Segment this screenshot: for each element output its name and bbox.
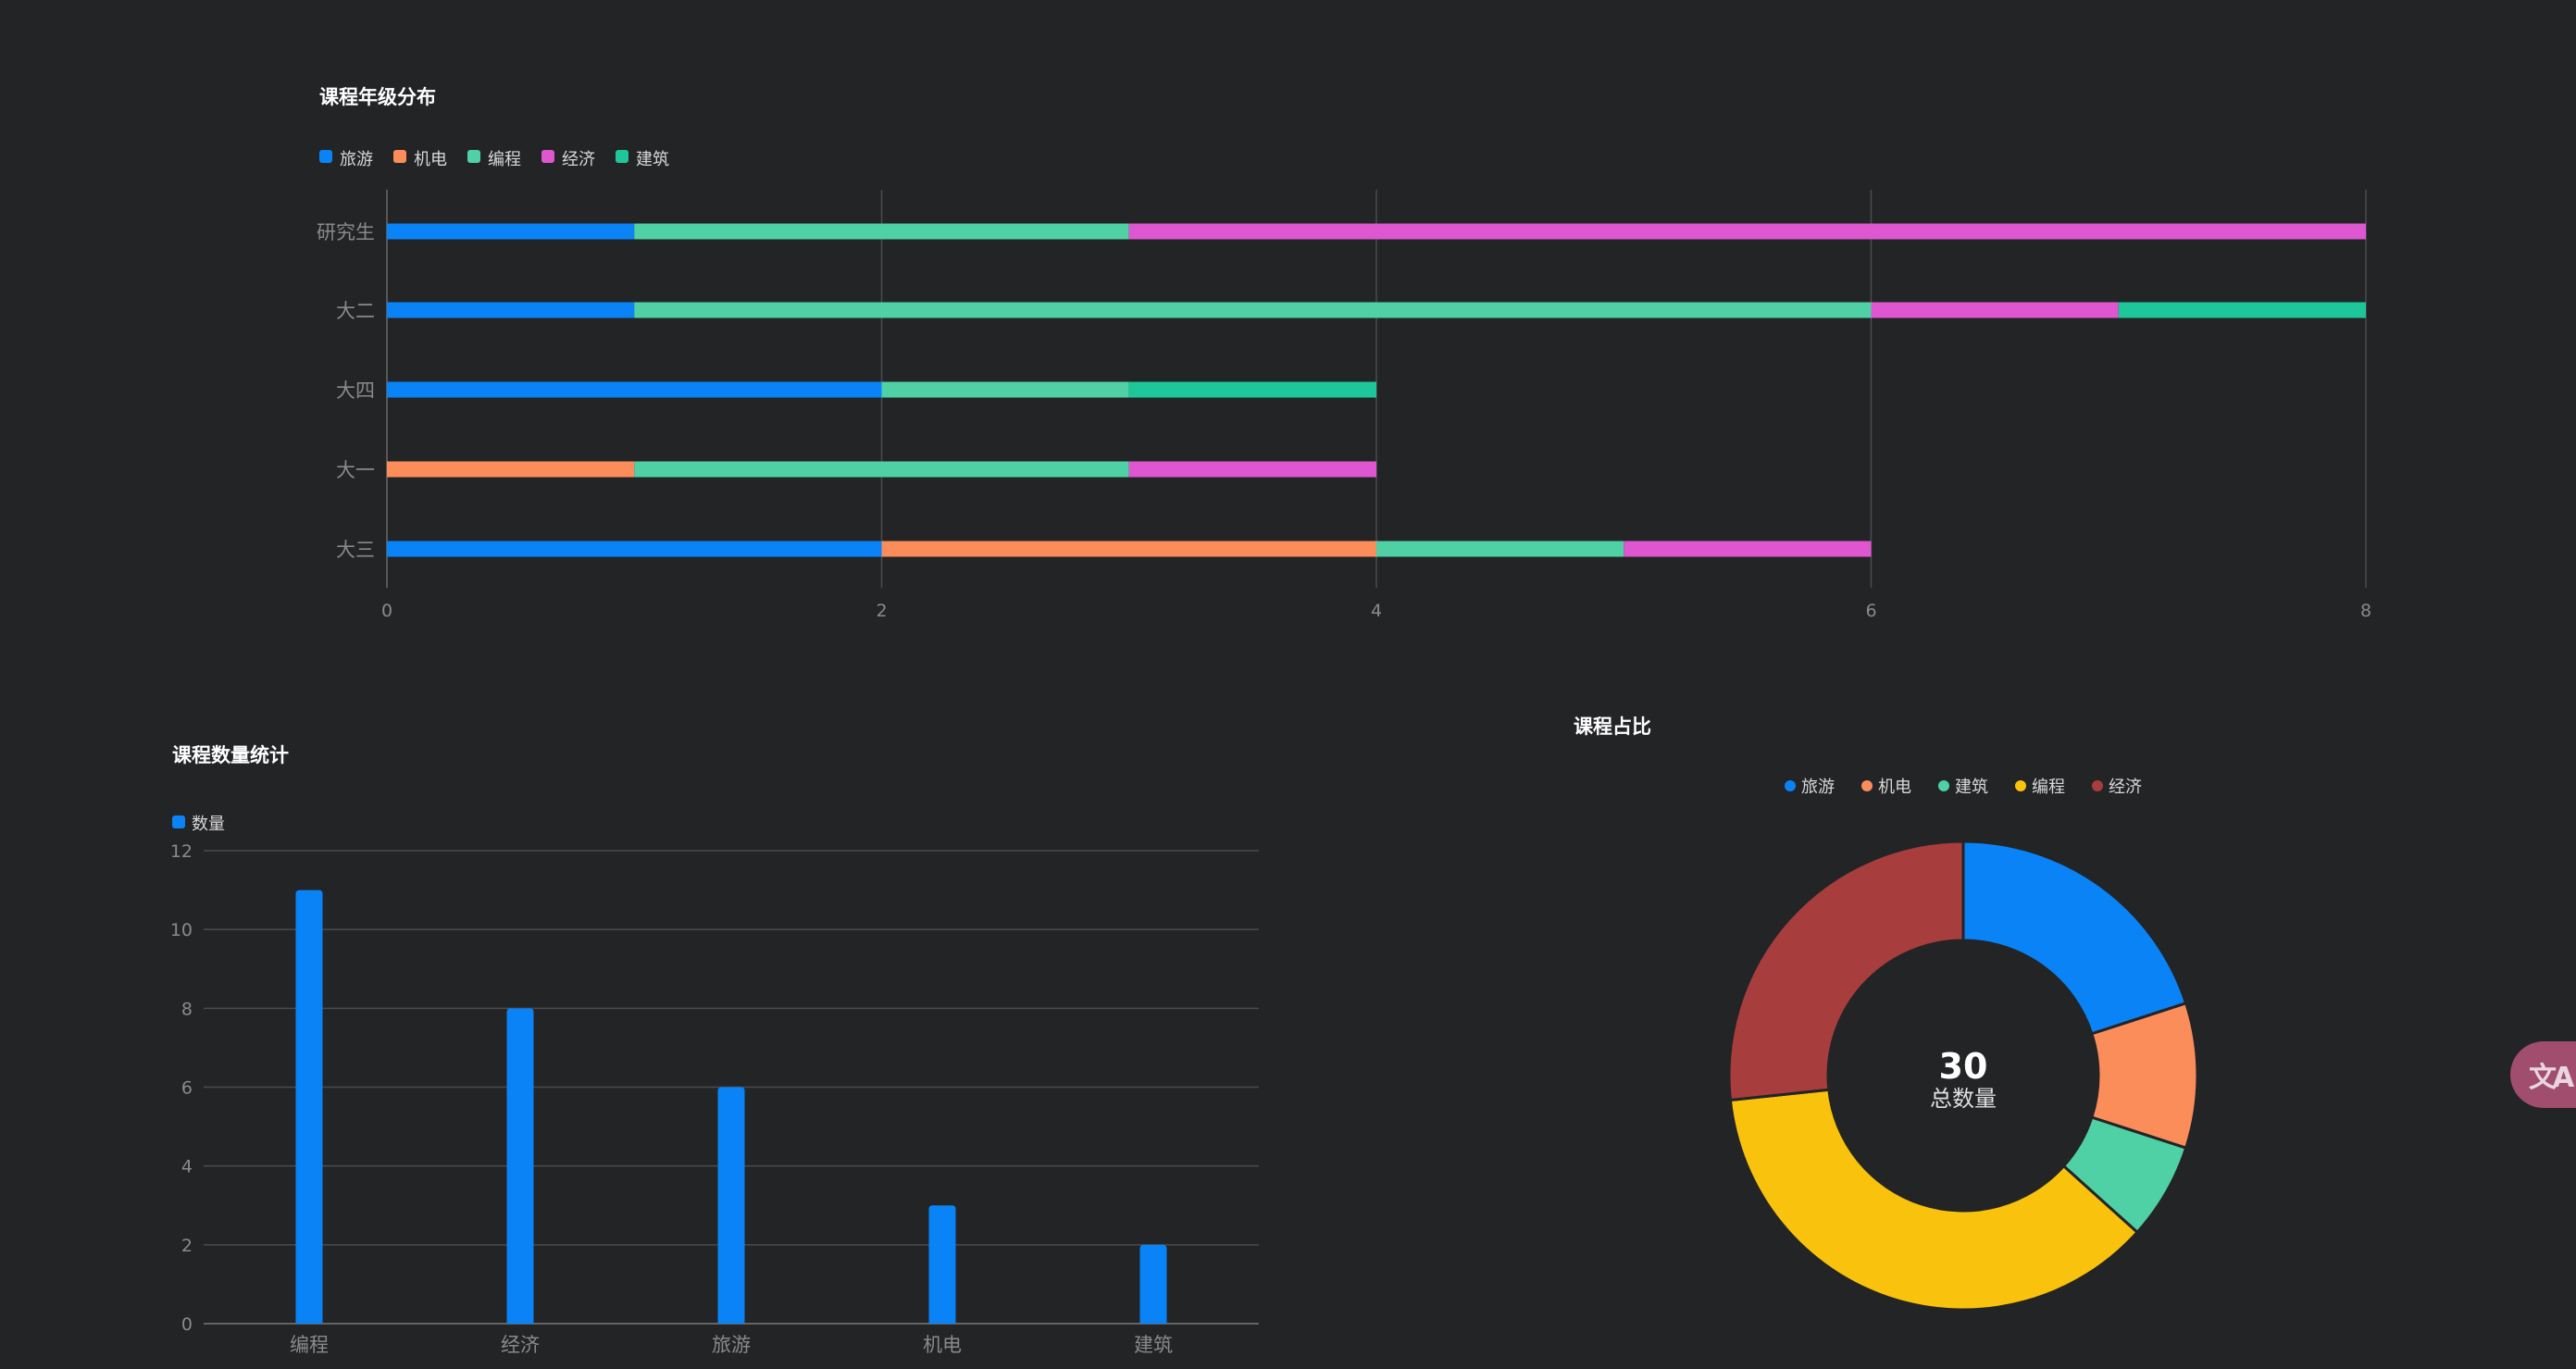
bar-4-3 <box>1624 541 1872 557</box>
grade-chart-title: 课程年级分布 <box>319 86 436 108</box>
x-category-2: 旅游 <box>712 1334 751 1356</box>
y-tick-0: 0 <box>181 1314 193 1335</box>
legend-swatch-2 <box>467 150 480 163</box>
count-chart-labels: 0 2 4 6 8 10 12 编程 经济 旅游 机电 建筑 <box>170 841 1173 1356</box>
count-chart-title: 课程数量统计 <box>172 744 289 766</box>
legend-label-2: 编程 <box>488 150 521 169</box>
y-category-4: 大三 <box>336 539 375 561</box>
donut-center-label: 总数量 <box>1930 1086 1997 1112</box>
bar-4 <box>1139 1244 1167 1324</box>
count-chart-legend: 数量 <box>172 815 225 834</box>
legend-swatch-4 <box>616 150 628 163</box>
bar-2 <box>717 1087 745 1324</box>
legend-label-3: 编程 <box>2032 778 2065 797</box>
y-tick-3: 6 <box>181 1078 193 1099</box>
y-category-3: 大一 <box>336 459 375 481</box>
grade-chart-bars <box>387 223 2366 557</box>
bar-4-0 <box>387 541 882 557</box>
bar-3-3 <box>1128 461 1376 478</box>
legend-dot-0 <box>1785 780 1796 791</box>
legend-label-1: 机电 <box>414 150 447 169</box>
legend-label-3: 经济 <box>562 150 595 169</box>
x-category-1: 经济 <box>501 1334 540 1356</box>
legend-label-0: 旅游 <box>340 150 373 169</box>
bar-3 <box>928 1205 956 1324</box>
legend-swatch-0 <box>319 150 332 163</box>
bar-1-2 <box>634 302 1872 318</box>
bar-2-4 <box>1128 381 1376 398</box>
bar-3-2 <box>634 461 1129 478</box>
share-chart-title: 课程占比 <box>1574 716 1651 738</box>
x-category-4: 建筑 <box>1134 1334 1173 1356</box>
legend-swatch-1 <box>393 150 406 163</box>
x-tick-0: 0 <box>381 601 392 621</box>
legend-label-1: 机电 <box>1878 778 1911 797</box>
donut-center-value: 30 <box>1939 1046 1988 1087</box>
x-tick-3: 6 <box>1865 601 1876 621</box>
x-category-0: 编程 <box>290 1334 329 1356</box>
legend-label-4: 经济 <box>2109 778 2142 797</box>
bar-1-3 <box>1871 302 2119 318</box>
bar-0-3 <box>1128 223 2366 240</box>
translate-icon: 文A <box>2529 1062 2574 1094</box>
bar-2-0 <box>387 381 882 398</box>
bar-0-2 <box>634 223 1129 240</box>
legend-label-0: 旅游 <box>1801 778 1835 797</box>
legend-label-2: 建筑 <box>1955 778 1988 797</box>
legend-label-4: 建筑 <box>636 150 669 169</box>
y-category-1: 大二 <box>336 300 375 322</box>
bar-2-2 <box>881 381 1129 398</box>
legend-dot-4 <box>2092 780 2103 791</box>
translate-button[interactable]: 文A <box>2510 1041 2576 1108</box>
legend-dot-2 <box>1938 780 1949 791</box>
y-category-0: 研究生 <box>317 221 375 243</box>
x-tick-1: 2 <box>876 601 887 621</box>
bar-1-4 <box>2118 302 2366 318</box>
y-tick-2: 4 <box>181 1157 193 1177</box>
y-category-2: 大四 <box>336 380 375 402</box>
legend-dot-3 <box>2015 780 2026 791</box>
x-tick-2: 4 <box>1371 601 1382 621</box>
slice-4 <box>1727 840 1965 1102</box>
x-tick-4: 8 <box>2360 601 2371 621</box>
bar-0-0 <box>387 223 635 240</box>
bar-3-1 <box>387 461 635 478</box>
legend-label-0: 数量 <box>192 815 225 834</box>
y-tick-6: 12 <box>170 841 193 862</box>
bar-1 <box>506 1008 534 1324</box>
y-tick-1: 2 <box>181 1236 193 1256</box>
legend-swatch-0 <box>172 815 185 828</box>
bar-4-1 <box>881 541 1376 557</box>
grade-chart-legend: 旅游 机电 编程 经济 建筑 <box>319 150 669 169</box>
legend-dot-1 <box>1861 780 1873 791</box>
legend-swatch-3 <box>541 150 554 163</box>
count-chart-bars <box>295 890 1167 1324</box>
share-chart-slices <box>1727 840 2199 1312</box>
share-chart-legend: 旅游 机电 建筑 编程 经济 <box>1785 778 2142 797</box>
x-category-3: 机电 <box>923 1334 962 1356</box>
slice-0 <box>1961 840 2188 1036</box>
y-tick-5: 10 <box>170 920 193 940</box>
y-tick-4: 8 <box>181 999 193 1019</box>
bar-1-0 <box>387 302 635 318</box>
bar-4-2 <box>1376 541 1624 557</box>
bar-0 <box>295 890 323 1324</box>
slice-3 <box>1728 1088 2140 1312</box>
